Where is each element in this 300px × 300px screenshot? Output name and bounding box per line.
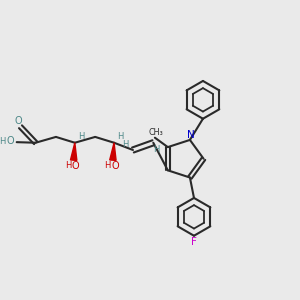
Text: O: O xyxy=(72,161,80,171)
Text: F: F xyxy=(191,236,197,247)
Text: H: H xyxy=(65,161,72,170)
Polygon shape xyxy=(110,143,116,160)
Polygon shape xyxy=(70,143,77,160)
Text: H: H xyxy=(104,161,111,170)
Text: H: H xyxy=(78,132,84,141)
Text: O: O xyxy=(14,116,22,126)
Text: CH₃: CH₃ xyxy=(148,128,163,137)
Text: O: O xyxy=(111,161,119,171)
Text: H: H xyxy=(0,137,6,146)
Text: H: H xyxy=(117,132,124,141)
Text: O: O xyxy=(7,136,14,146)
Text: H: H xyxy=(153,145,159,154)
Text: H: H xyxy=(122,140,129,149)
Text: N: N xyxy=(187,130,195,140)
